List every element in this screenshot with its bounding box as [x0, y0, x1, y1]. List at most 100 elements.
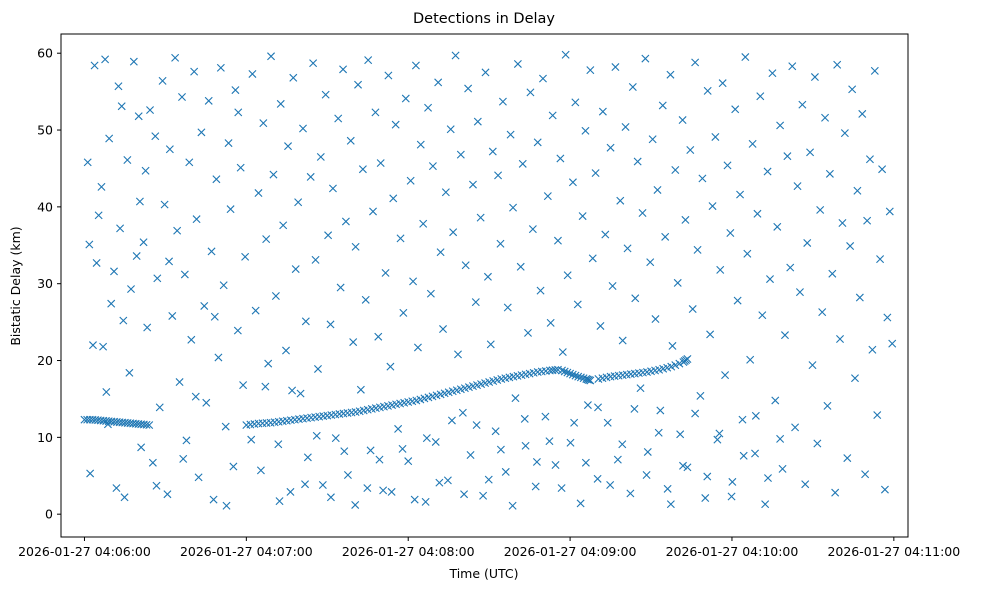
- clutter-point: [557, 484, 566, 493]
- clutter-point: [576, 499, 585, 508]
- clutter-point: [491, 427, 500, 436]
- clutter-point: [376, 159, 385, 168]
- clutter-point: [748, 139, 757, 148]
- clutter-point: [651, 315, 660, 324]
- clutter-point: [788, 62, 797, 71]
- clutter-point: [611, 63, 620, 72]
- clutter-point: [185, 158, 194, 167]
- clutter-point: [460, 490, 469, 499]
- clutter-point: [583, 401, 592, 410]
- clutter-point: [496, 445, 505, 454]
- clutter-point: [556, 154, 565, 163]
- clutter-point: [175, 378, 184, 387]
- clutter-point: [486, 340, 495, 349]
- clutter-point: [105, 134, 114, 143]
- clutter-point: [863, 216, 872, 225]
- track-point: [574, 372, 583, 381]
- clutter-point: [296, 389, 305, 398]
- clutter-point: [756, 92, 765, 101]
- track-point: [586, 376, 595, 385]
- clutter-point: [171, 53, 180, 62]
- track-point: [142, 420, 151, 429]
- clutter-point: [715, 429, 724, 438]
- clutter-point: [753, 209, 762, 218]
- clutter-point: [336, 283, 345, 292]
- clutter-point: [621, 122, 630, 131]
- clutter-point: [120, 493, 129, 502]
- clutter-point: [661, 232, 670, 241]
- clutter-point: [135, 197, 144, 206]
- clutter-point: [303, 453, 312, 462]
- clutter-point: [396, 234, 405, 243]
- clutter-point: [151, 132, 160, 141]
- clutter-point: [398, 444, 407, 453]
- clutter-point: [496, 239, 505, 248]
- clutter-point: [688, 305, 697, 314]
- clutter-point: [548, 111, 557, 120]
- clutter-point: [294, 198, 303, 207]
- clutter-point: [711, 132, 720, 141]
- clutter-point: [384, 71, 393, 80]
- clutter-point: [606, 480, 615, 489]
- y-tick-label: 0: [45, 507, 53, 522]
- clutter-point: [269, 170, 278, 179]
- clutter-point: [259, 119, 268, 128]
- clutter-point: [828, 269, 837, 278]
- track-point: [683, 354, 692, 363]
- clutter-point: [601, 230, 610, 239]
- clutter-point: [861, 470, 870, 479]
- clutter-point: [110, 267, 119, 276]
- clutter-point: [354, 80, 363, 89]
- clutter-point: [129, 57, 138, 66]
- clutter-point: [349, 338, 358, 347]
- clutter-point: [358, 165, 367, 174]
- clutter-point: [843, 454, 852, 463]
- clutter-point: [312, 431, 321, 440]
- clutter-point: [351, 500, 360, 509]
- clutter-point: [763, 474, 772, 483]
- clutter-point: [578, 212, 587, 221]
- clutter-point: [160, 200, 169, 209]
- clutter-point: [581, 126, 590, 135]
- clutter-point: [219, 281, 228, 290]
- clutter-point: [741, 53, 750, 62]
- clutter-point: [816, 205, 825, 214]
- clutter-point: [533, 138, 542, 147]
- clutter-point: [481, 68, 490, 77]
- clutter-point: [94, 211, 103, 220]
- clutter-point: [746, 355, 755, 364]
- clutter-point: [321, 90, 330, 99]
- clutter-point: [573, 300, 582, 309]
- x-tick-label: 2026-01-27 04:07:00: [180, 544, 313, 559]
- clutter-point: [114, 82, 123, 91]
- clutter-point: [663, 484, 672, 493]
- track-point: [675, 359, 684, 368]
- clutter-point: [563, 271, 572, 280]
- clutter-point: [484, 475, 493, 484]
- track-point: [568, 370, 577, 379]
- clutter-point: [419, 219, 428, 228]
- clutter-point: [428, 162, 437, 171]
- clutter-point: [200, 301, 209, 310]
- clutter-point: [721, 371, 730, 380]
- clutter-point: [771, 396, 780, 405]
- clutter-point: [795, 288, 804, 297]
- clutter-point: [288, 386, 297, 395]
- clutter-point: [134, 112, 143, 121]
- clutter-point: [791, 423, 800, 432]
- clutter-point: [434, 78, 443, 87]
- clutter-point: [855, 293, 864, 302]
- clutter-point: [780, 331, 789, 340]
- clutter-point: [241, 252, 250, 261]
- clutter-point: [313, 364, 322, 373]
- x-axis-label: Time (UTC): [448, 566, 518, 581]
- y-tick-label: 40: [37, 199, 53, 214]
- clutter-point: [518, 159, 527, 168]
- clutter-point: [588, 254, 597, 263]
- clutter-point: [275, 497, 284, 506]
- chart-title: Detections in Delay: [413, 11, 555, 27]
- clutter-point: [668, 341, 677, 350]
- clutter-point: [521, 441, 530, 450]
- clutter-point: [381, 268, 390, 277]
- clutter-point: [783, 152, 792, 161]
